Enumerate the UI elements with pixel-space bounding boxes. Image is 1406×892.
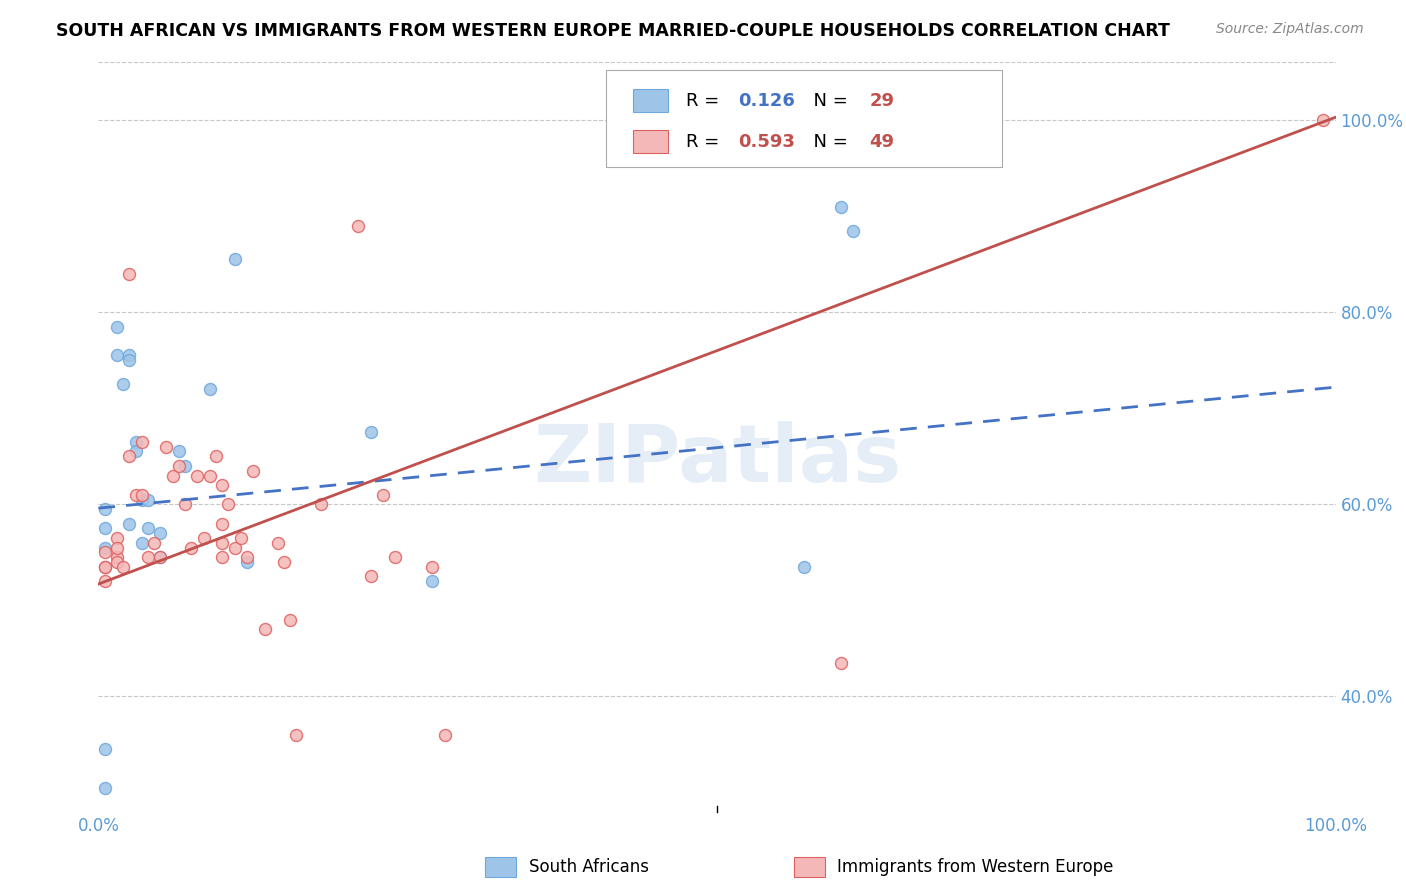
Point bbox=[211, 535, 233, 549]
Point bbox=[167, 444, 190, 458]
Text: N =: N = bbox=[803, 92, 853, 110]
Point bbox=[254, 622, 277, 636]
Point bbox=[136, 550, 159, 565]
Point bbox=[236, 550, 259, 565]
Point bbox=[186, 468, 208, 483]
Point bbox=[433, 728, 456, 742]
Point bbox=[236, 555, 259, 569]
Text: N =: N = bbox=[803, 133, 853, 151]
Point bbox=[93, 574, 115, 589]
Point bbox=[205, 450, 228, 464]
Bar bbox=[633, 89, 668, 112]
Text: SOUTH AFRICAN VS IMMIGRANTS FROM WESTERN EUROPE MARRIED-COUPLE HOUSEHOLDS CORREL: SOUTH AFRICAN VS IMMIGRANTS FROM WESTERN… bbox=[56, 22, 1170, 40]
Point bbox=[167, 458, 190, 473]
Point bbox=[371, 488, 394, 502]
Point bbox=[309, 497, 332, 511]
Point bbox=[124, 434, 146, 449]
Point bbox=[211, 478, 233, 492]
Text: 0.593: 0.593 bbox=[738, 133, 794, 151]
Point bbox=[105, 555, 128, 569]
Point bbox=[118, 450, 141, 464]
Point bbox=[136, 492, 159, 507]
Text: 49: 49 bbox=[869, 133, 894, 151]
Point bbox=[136, 521, 159, 535]
Point bbox=[174, 458, 197, 473]
Point bbox=[360, 569, 382, 583]
Point bbox=[229, 531, 252, 545]
Point bbox=[118, 516, 141, 531]
Point bbox=[93, 559, 115, 574]
Point bbox=[124, 444, 146, 458]
Point bbox=[93, 742, 115, 756]
Point bbox=[131, 535, 153, 549]
Point bbox=[198, 468, 221, 483]
Point bbox=[830, 656, 852, 670]
Text: R =: R = bbox=[686, 92, 725, 110]
Point bbox=[131, 488, 153, 502]
Point bbox=[112, 559, 135, 574]
Point bbox=[93, 541, 115, 555]
Point bbox=[278, 613, 301, 627]
FancyBboxPatch shape bbox=[606, 70, 1001, 168]
Point bbox=[211, 516, 233, 531]
Text: Source: ZipAtlas.com: Source: ZipAtlas.com bbox=[1216, 22, 1364, 37]
Point bbox=[273, 555, 295, 569]
Point bbox=[149, 550, 172, 565]
Point bbox=[360, 425, 382, 440]
Point bbox=[211, 550, 233, 565]
Point bbox=[285, 728, 308, 742]
Point bbox=[422, 574, 444, 589]
Point bbox=[174, 497, 197, 511]
Text: ZIPatlas: ZIPatlas bbox=[533, 420, 901, 499]
Point bbox=[793, 559, 815, 574]
Point bbox=[242, 464, 264, 478]
Point bbox=[93, 521, 115, 535]
Point bbox=[149, 550, 172, 565]
Text: 29: 29 bbox=[869, 92, 894, 110]
Text: Immigrants from Western Europe: Immigrants from Western Europe bbox=[837, 858, 1114, 876]
Text: South Africans: South Africans bbox=[529, 858, 648, 876]
Point bbox=[422, 559, 444, 574]
Point bbox=[224, 252, 246, 267]
Point bbox=[155, 440, 177, 454]
Point bbox=[105, 541, 128, 555]
Text: 0.126: 0.126 bbox=[738, 92, 794, 110]
Point bbox=[149, 526, 172, 541]
Point bbox=[118, 353, 141, 368]
Point bbox=[384, 550, 406, 565]
Point bbox=[105, 531, 128, 545]
Point bbox=[162, 468, 184, 483]
Point bbox=[93, 559, 115, 574]
Point bbox=[830, 200, 852, 214]
Point bbox=[217, 497, 239, 511]
Point bbox=[347, 219, 370, 233]
Point bbox=[105, 319, 128, 334]
Point bbox=[198, 382, 221, 396]
Point bbox=[112, 377, 135, 392]
Point bbox=[193, 531, 215, 545]
Point bbox=[131, 434, 153, 449]
Point bbox=[267, 535, 290, 549]
Point bbox=[224, 541, 246, 555]
Point bbox=[124, 488, 146, 502]
Point bbox=[105, 348, 128, 362]
Point bbox=[143, 535, 166, 549]
Point bbox=[105, 550, 128, 565]
Text: R =: R = bbox=[686, 133, 725, 151]
Point bbox=[93, 545, 115, 559]
Point bbox=[131, 492, 153, 507]
Point bbox=[180, 541, 202, 555]
Bar bbox=[633, 130, 668, 153]
Point bbox=[1312, 113, 1334, 128]
Point bbox=[118, 348, 141, 362]
Point bbox=[93, 502, 115, 516]
Point bbox=[93, 780, 115, 795]
Point bbox=[842, 223, 865, 237]
Point bbox=[118, 267, 141, 281]
